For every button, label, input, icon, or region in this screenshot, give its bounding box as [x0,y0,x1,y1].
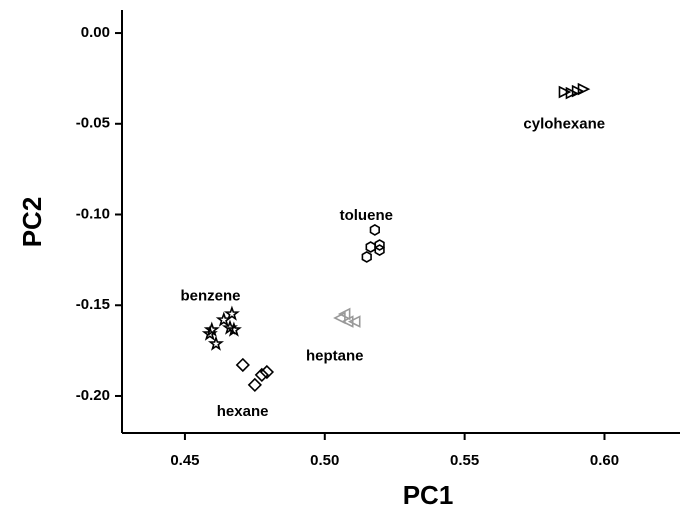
series-label: heptane [306,348,364,365]
series-label: cylohexane [523,115,605,132]
x-tick-label: 0.60 [590,452,619,469]
point [259,364,275,380]
point [369,224,380,236]
x-tick-label: 0.45 [170,452,199,469]
series-label: hexane [217,403,269,420]
y-tick-label: -0.05 [76,115,110,132]
x-axis-title: PC1 [403,480,454,510]
point [577,82,591,96]
point [247,377,262,393]
point [365,241,376,253]
point [254,367,269,383]
point [207,335,225,351]
point [333,311,346,325]
point [347,315,361,328]
point [374,244,385,257]
point [337,307,351,321]
y-tick-label: -0.15 [76,296,110,313]
y-tick-label: -0.20 [76,387,110,404]
y-tick-label: -0.10 [76,205,110,222]
y-tick-label: 0.00 [81,24,110,41]
series-label: toluene [340,207,393,224]
y-axis-title: PC2 [17,197,47,248]
x-tick-label: 0.50 [310,452,339,469]
series-label: benzene [180,287,240,304]
point [565,86,579,100]
point [571,84,585,98]
point [235,357,250,373]
point [223,305,240,321]
x-tick-label: 0.55 [450,452,479,469]
point [361,251,372,263]
point [201,325,218,341]
point [340,315,354,328]
point [225,321,242,337]
point [558,85,572,99]
point [374,239,385,251]
point [203,321,220,337]
